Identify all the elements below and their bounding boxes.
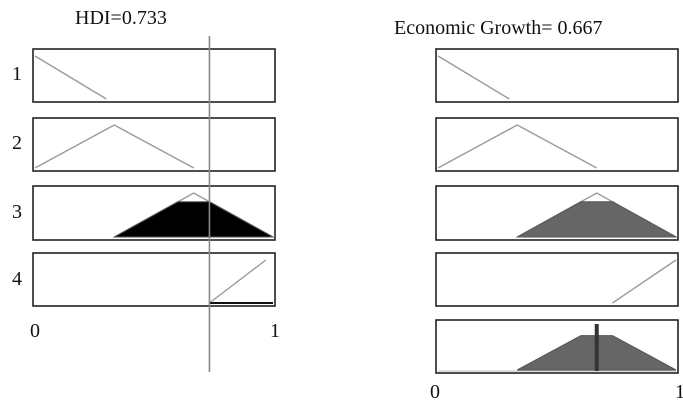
left-rule-box-1 bbox=[32, 48, 276, 103]
right-axis-min: 0 bbox=[430, 381, 440, 403]
rule-label-4: 4 bbox=[12, 268, 22, 290]
left-rule-box-4 bbox=[32, 252, 276, 307]
economic-growth-title: Economic Growth= 0.667 bbox=[394, 17, 603, 39]
hdi-title: HDI=0.733 bbox=[75, 7, 167, 29]
left-mf-2-curve bbox=[34, 124, 195, 169]
left-axis-min: 0 bbox=[30, 320, 40, 342]
rule-label-1: 1 bbox=[12, 63, 22, 85]
right-mf-3-fill bbox=[515, 201, 678, 238]
right-rule-box-2 bbox=[435, 117, 679, 172]
left-rule-box-2 bbox=[32, 117, 276, 172]
left-mf-4-curve bbox=[209, 259, 267, 304]
right-mf-1-curve bbox=[437, 55, 510, 100]
right-rule-box-4 bbox=[435, 252, 679, 307]
right-axis-max: 1 bbox=[675, 381, 683, 403]
right-mf-4-curve bbox=[612, 259, 677, 304]
left-axis-max: 1 bbox=[270, 320, 280, 342]
left-mf-1-curve bbox=[34, 55, 107, 100]
right-rule-box-1 bbox=[435, 48, 679, 103]
rule-label-2: 2 bbox=[12, 132, 22, 154]
right-mf-2-curve bbox=[437, 124, 598, 169]
rule-label-3: 3 bbox=[12, 201, 22, 223]
